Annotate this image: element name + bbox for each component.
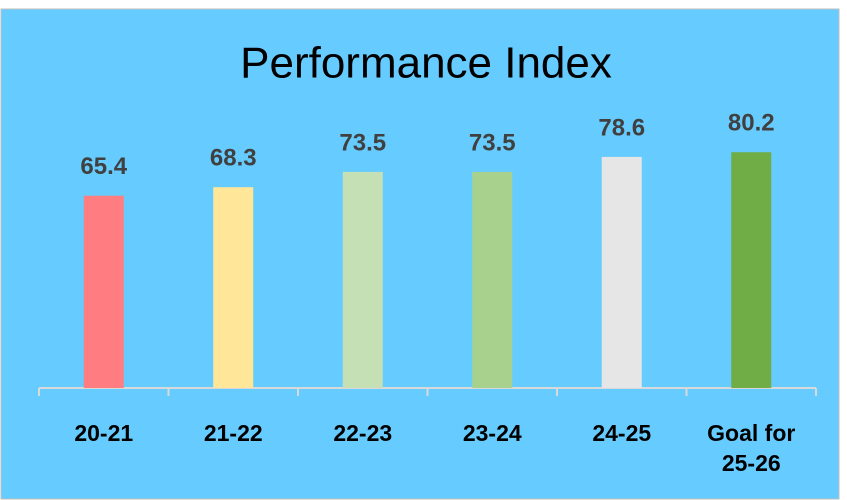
x-tick-label: Goal for 25-26 — [707, 420, 796, 476]
chart-title: Performance Index — [240, 39, 612, 88]
bar — [342, 171, 383, 388]
data-label: 73.5 — [339, 129, 386, 156]
data-label: 65.4 — [80, 153, 127, 180]
x-tick-label: 23-24 — [462, 420, 522, 446]
x-tick-label: 22-23 — [333, 420, 393, 446]
data-label: 68.3 — [210, 145, 257, 172]
bar — [213, 187, 254, 388]
x-tick-label: 21-22 — [203, 420, 263, 446]
x-tick-label: 20-21 — [74, 420, 134, 446]
data-label: 73.5 — [469, 129, 516, 156]
chart-background — [0, 8, 840, 500]
bar — [472, 171, 513, 388]
bar — [731, 152, 772, 388]
bar — [83, 195, 124, 388]
bar — [601, 156, 642, 388]
x-tick-label: 24-25 — [592, 420, 652, 446]
data-label: 80.2 — [728, 110, 775, 137]
data-label: 78.6 — [598, 114, 645, 141]
